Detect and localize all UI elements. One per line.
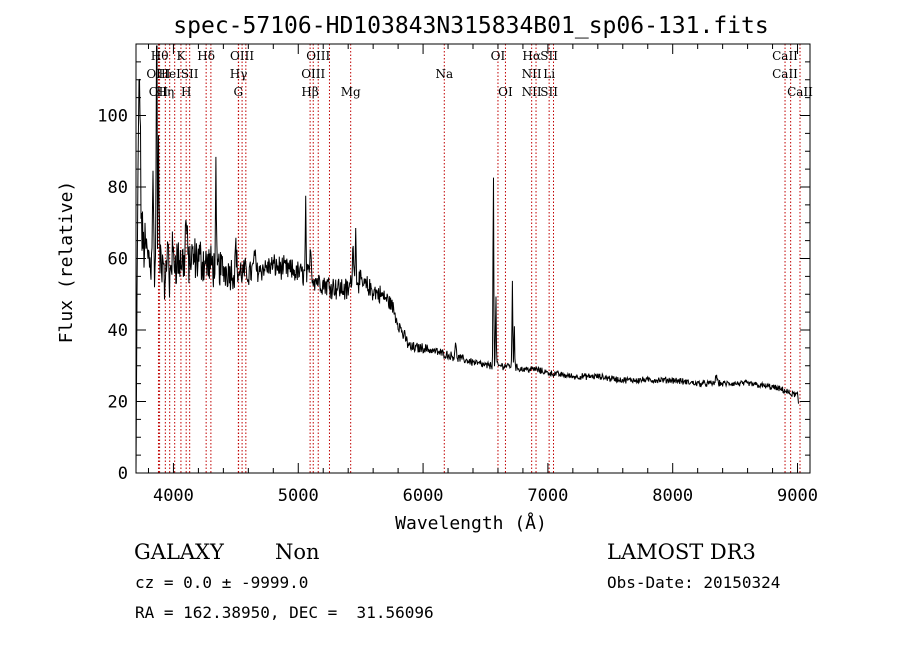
chart-title: spec-57106-HD103843N315834B01_sp06-131.f… xyxy=(173,13,768,39)
line-marker-label: OI xyxy=(498,85,513,99)
line-marker-label: Hθ xyxy=(151,49,169,63)
line-marker-label: Mg xyxy=(341,85,361,99)
line-marker-label: CaII xyxy=(787,85,813,99)
line-marker-label: Hβ xyxy=(301,85,318,99)
redshift-cz: cz = 0.0 ± -9999.0 xyxy=(135,573,309,592)
line-marker-label: G xyxy=(234,85,244,99)
x-tick-label: 9000 xyxy=(777,486,818,506)
line-marker-label: Hδ xyxy=(197,49,215,63)
x-tick-label: 7000 xyxy=(527,486,568,506)
object-class: GALAXY xyxy=(134,540,224,564)
line-marker-label: OI xyxy=(491,49,506,63)
line-marker-label: Li xyxy=(543,67,555,81)
line-marker-label: SII xyxy=(181,67,199,81)
x-axis-ticks: 4000 5000 6000 7000 8000 9000 xyxy=(147,44,818,506)
spectrum-line xyxy=(135,45,799,474)
x-axis-label: Wavelength (Å) xyxy=(395,512,547,534)
x-tick-label: 5000 xyxy=(278,486,319,506)
y-axis-label: Flux (relative) xyxy=(56,181,77,344)
line-marker-labels: OII OIII Hθ Hη HeI K H SII Hδ G Hγ OIII Hβ OIII OIII Mg… xyxy=(146,49,813,99)
coordinates: RA = 162.38950, DEC = 31.56096 xyxy=(135,603,434,622)
line-marker-label: Hα xyxy=(522,49,541,63)
y-tick-label: 0 xyxy=(118,464,128,484)
line-marker-label: OIII xyxy=(230,49,254,63)
y-tick-label: 20 xyxy=(108,393,128,413)
line-marker-label: SII xyxy=(540,49,558,63)
y-tick-label: 60 xyxy=(108,250,128,270)
line-marker-label: OIII xyxy=(146,67,170,81)
line-marker-label: OIII xyxy=(306,49,330,63)
observation-date: Obs-Date: 20150324 xyxy=(607,573,781,592)
line-marker-label: CaII xyxy=(772,67,798,81)
y-axis-ticks: 0 20 40 60 80 100 xyxy=(97,61,810,484)
line-marker-label: CaII xyxy=(772,49,798,63)
line-marker-label: HeI xyxy=(159,67,182,81)
y-tick-label: 40 xyxy=(108,321,128,341)
x-tick-label: 8000 xyxy=(652,486,693,506)
object-subclass: Non xyxy=(275,540,320,564)
x-tick-label: 4000 xyxy=(153,486,194,506)
line-marker-label: NII xyxy=(522,67,542,81)
line-marker-label: NII xyxy=(522,85,542,99)
line-markers xyxy=(157,44,801,473)
line-marker-label: SII xyxy=(540,85,558,99)
line-marker-label: Hγ xyxy=(230,67,248,81)
line-marker-label: H xyxy=(181,85,191,99)
line-marker-label: Hη xyxy=(157,85,175,99)
line-marker-label: OII xyxy=(149,85,169,99)
line-marker-label: K xyxy=(176,49,186,63)
survey-release: LAMOST DR3 xyxy=(607,540,756,564)
line-marker-label: Na xyxy=(435,67,453,81)
y-tick-label: 100 xyxy=(97,107,128,127)
line-marker-label: OIII xyxy=(301,67,325,81)
y-tick-label: 80 xyxy=(108,178,128,198)
x-tick-label: 6000 xyxy=(403,486,444,506)
